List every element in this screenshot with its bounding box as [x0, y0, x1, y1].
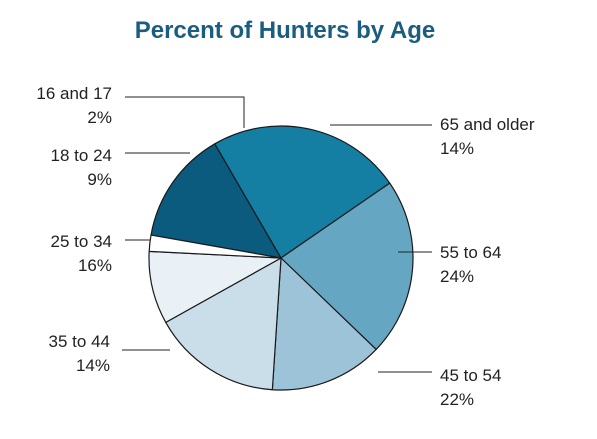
- slice-value-35-to-44: 14%: [76, 356, 110, 375]
- leader-lines: [122, 96, 432, 373]
- slice-label-16-and-17: 16 and 17: [36, 84, 112, 103]
- pie-slice-35-to-44: [271, 257, 377, 391]
- slice-value-55-to-64: 24%: [440, 267, 474, 286]
- slice-label-45-to-54: 45 to 54: [440, 366, 501, 385]
- slice-label-18-to-24: 18 to 24: [51, 146, 112, 165]
- slice-labels: 65 and older 14% 55 to 64 24% 45 to 54 22% 35 …: [36, 84, 535, 409]
- pie-slice-16-and-17: [148, 234, 282, 259]
- slice-value-65-and-older: 14%: [440, 139, 474, 158]
- slice-value-18-to-24: 9%: [87, 170, 112, 189]
- pie-slice-55-to-64: [214, 125, 391, 259]
- chart-title: Percent of Hunters by Age: [135, 17, 436, 44]
- pie-slice-65-and-older: [150, 143, 282, 259]
- pie-slice-45-to-54: [280, 182, 414, 351]
- slice-label-25-to-34: 25 to 34: [51, 232, 112, 251]
- slice-value-16-and-17: 2%: [87, 108, 112, 127]
- slice-label-55-to-64: 55 to 64: [440, 243, 501, 262]
- pie-slice-25-to-34: [165, 257, 282, 391]
- leader-line-16-and-17: [125, 96, 245, 128]
- slice-value-25-to-34: 16%: [78, 256, 112, 275]
- slice-label-35-to-44: 35 to 44: [49, 332, 110, 351]
- pie-slices: [148, 125, 414, 391]
- slice-value-45-to-54: 22%: [440, 390, 474, 409]
- slice-label-65-and-older: 65 and older: [440, 115, 535, 134]
